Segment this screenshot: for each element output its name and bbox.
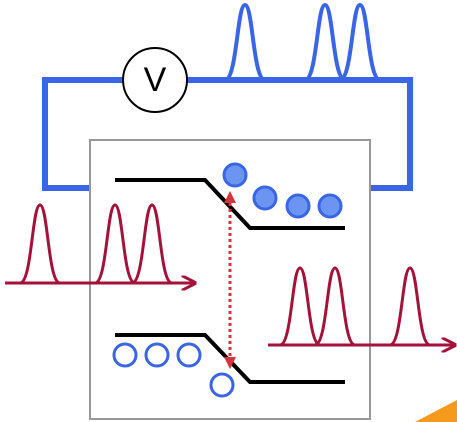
voltmeter-label: V [144,61,167,99]
voltmeter [122,47,188,113]
device-box [89,139,371,420]
electrons [222,162,343,219]
outgoing-pulses [279,266,431,347]
holes [112,342,235,398]
corner-decoration [415,400,457,422]
current-pulses [223,2,382,82]
incoming-pulses [19,203,173,285]
